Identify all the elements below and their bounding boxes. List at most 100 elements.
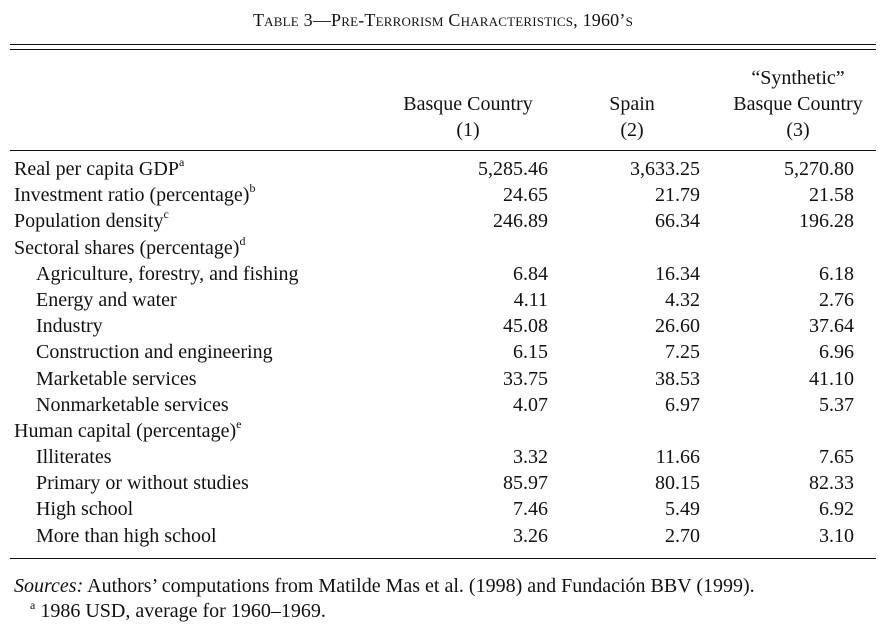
cell-value: 4.32 xyxy=(665,288,700,311)
footnote-marker: d xyxy=(239,233,246,248)
row-label: Marketable services xyxy=(36,366,196,392)
cell-value: 246.89 xyxy=(493,210,548,233)
column-header-synthetic-basque-country: “Synthetic” Basque Country (3) xyxy=(710,65,886,143)
column-header-line: Basque Country xyxy=(403,93,533,115)
sources-text: Authors’ computations from Matilde Mas e… xyxy=(83,575,755,597)
cell-value: 38.53 xyxy=(655,367,700,390)
column-header-line: Spain xyxy=(609,93,655,115)
sources-note: Sources: Authors’ computations from Mati… xyxy=(14,574,880,599)
column-header-line xyxy=(572,65,692,91)
row-label: More than high school xyxy=(36,523,217,549)
sources-label: Sources: xyxy=(14,575,84,597)
row-label-text: Investment ratio (percentage) xyxy=(14,184,250,207)
cell-value: 7.46 xyxy=(513,498,548,521)
footnote-a: a 1986 USD, average for 1960–1969. xyxy=(14,599,880,624)
column-header-line: (1) xyxy=(456,119,480,141)
cell-value: 33.75 xyxy=(503,367,548,390)
cell-value: 37.64 xyxy=(809,315,854,338)
cell-value: 6.92 xyxy=(819,498,854,521)
cell-value: 2.76 xyxy=(819,288,854,311)
column-header-line: (2) xyxy=(620,119,644,141)
cell-value: 6.96 xyxy=(819,341,854,364)
cell-value: 4.11 xyxy=(513,288,548,311)
footnote-marker: a xyxy=(30,598,36,612)
table-row: Sectoral shares (percentage)d xyxy=(14,235,874,261)
footnote-marker: e xyxy=(236,416,242,431)
cell-value: 11.66 xyxy=(655,446,700,469)
cell-value: 45.08 xyxy=(503,315,548,338)
row-label: Investment ratio (percentage)b xyxy=(14,182,255,208)
cell-value: 80.15 xyxy=(655,472,700,495)
table-row: High school 7.46 5.49 6.92 xyxy=(14,496,874,522)
cell-value: 6.97 xyxy=(665,393,700,416)
header-rule xyxy=(10,150,876,151)
bottom-rule xyxy=(10,558,876,559)
cell-value: 66.34 xyxy=(655,210,700,233)
cell-value: 5.37 xyxy=(819,393,854,416)
row-label-text: Agriculture, forestry, and fishing xyxy=(36,262,299,285)
cell-value: 5,285.46 xyxy=(478,158,548,180)
table-row: Nonmarketable services 4.07 6.97 5.37 xyxy=(14,392,874,418)
top-rule xyxy=(10,44,876,45)
row-label-text: Real per capita GDP xyxy=(14,158,179,180)
row-label: Industry xyxy=(36,313,103,339)
cell-value: 3.26 xyxy=(513,524,548,547)
cell-value: 3.10 xyxy=(819,524,854,547)
table-notes: Sources: Authors’ computations from Mati… xyxy=(14,574,880,624)
cell-value: 21.58 xyxy=(809,184,854,207)
cell-value: 26.60 xyxy=(655,315,700,338)
row-label: Primary or without studies xyxy=(36,470,249,496)
row-label: Sectoral shares (percentage)d xyxy=(14,235,245,261)
row-label: High school xyxy=(36,496,133,522)
cell-value: 5.49 xyxy=(665,498,700,521)
table-row: Industry 45.08 26.60 37.64 xyxy=(14,313,874,339)
row-label-text: Industry xyxy=(36,315,103,338)
table-row: Marketable services 33.75 38.53 41.10 xyxy=(14,366,874,392)
cell-value: 2.70 xyxy=(665,524,700,547)
table-row: Energy and water 4.11 4.32 2.76 xyxy=(14,287,874,313)
cell-value: 82.33 xyxy=(809,472,854,495)
table-row: Construction and engineering 6.15 7.25 6.96 xyxy=(14,339,874,365)
cell-value: 3.32 xyxy=(513,446,548,469)
cell-value: 85.97 xyxy=(503,472,548,495)
column-header-line: (3) xyxy=(786,119,810,141)
row-label: Human capital (percentage)e xyxy=(14,418,241,444)
cell-value: 16.34 xyxy=(655,262,700,285)
row-label: Agriculture, forestry, and fishing xyxy=(36,261,299,287)
cell-value: 7.65 xyxy=(819,446,854,469)
cell-value: 41.10 xyxy=(809,367,854,390)
table-row: Real per capita GDPa 5,285.46 3,633.25 5,27… xyxy=(14,156,874,182)
row-label-text: Sectoral shares (percentage) xyxy=(14,236,240,259)
top-rule-second xyxy=(10,49,876,50)
table-title: Table 3—Pre-Terrorism Characteristics, 1… xyxy=(252,10,634,30)
table-row: Investment ratio (percentage)b 24.65 21.79… xyxy=(14,182,874,208)
row-label: Population densityc xyxy=(14,208,169,234)
row-label-text: Energy and water xyxy=(36,288,177,311)
cell-value: 196.28 xyxy=(799,210,854,233)
row-label: Construction and engineering xyxy=(36,339,273,365)
table-row: Primary or without studies 85.97 80.15 82.3… xyxy=(14,470,874,496)
row-label: Nonmarketable services xyxy=(36,392,229,418)
table-row: Illiterates 3.32 11.66 7.65 xyxy=(14,444,874,470)
footnote-marker: a xyxy=(178,155,185,169)
cell-value: 6.18 xyxy=(819,262,854,285)
column-header-line: Basque Country xyxy=(733,93,863,115)
table-row: More than high school 3.26 2.70 3.10 xyxy=(14,523,874,549)
footnote-marker: c xyxy=(163,207,169,222)
row-label-text: Human capital (percentage) xyxy=(14,419,237,442)
cell-value: 21.79 xyxy=(655,184,700,207)
cell-value: 6.84 xyxy=(513,262,548,285)
footnote-text: 1986 USD, average for 1960–1969. xyxy=(35,600,326,622)
table-row: Population densityc 246.89 66.34 196.28 xyxy=(14,208,874,234)
cell-value: 4.07 xyxy=(513,393,548,416)
row-label: Energy and water xyxy=(36,287,177,313)
footnote-marker: b xyxy=(249,181,256,196)
table-row: Human capital (percentage)e xyxy=(14,418,874,444)
row-label-text: Nonmarketable services xyxy=(36,393,229,416)
cell-value: 3,633.25 xyxy=(630,158,700,180)
row-label-text: More than high school xyxy=(36,524,217,547)
table-row: Agriculture, forestry, and fishing 6.84 16… xyxy=(14,261,874,287)
row-label-text: Marketable services xyxy=(36,367,197,390)
row-label-text: High school xyxy=(36,498,134,521)
row-label: Real per capita GDPa xyxy=(14,156,184,182)
